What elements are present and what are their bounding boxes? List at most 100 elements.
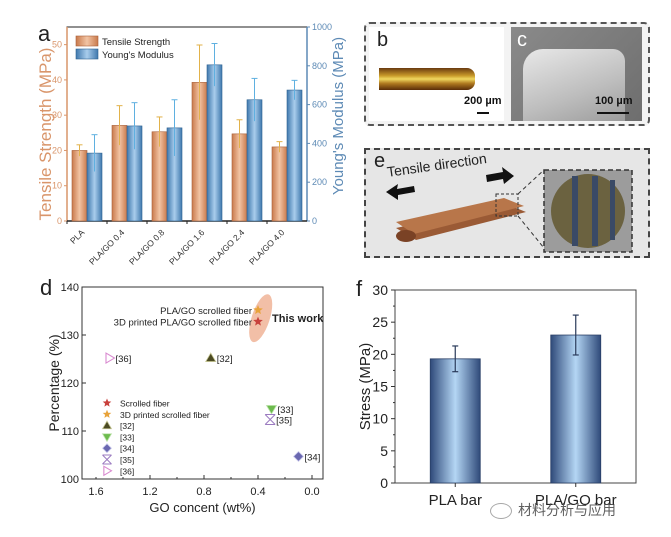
fiber-image — [379, 68, 475, 90]
legend-marker — [102, 409, 112, 418]
panel-label-d: d — [40, 275, 52, 300]
tensile-modulus-chart: a 0 10 20 30 40 50 0 200 400 600 800 1000 Tensile St… — [36, 21, 347, 267]
data-point — [105, 352, 116, 365]
y2-tick-label: 200 — [312, 177, 327, 187]
x-tick-label: 0.4 — [250, 486, 265, 498]
sem-image-c: c 100 µm — [511, 27, 642, 121]
arrow-right-icon — [486, 167, 514, 184]
y-tick-label: 120 — [61, 378, 79, 390]
point-label: [32] — [217, 354, 233, 365]
panel-label-e: e — [374, 150, 386, 172]
panel-label-c: c — [517, 29, 527, 51]
y-axis-label: Stress (MPa) — [357, 343, 374, 431]
y-tick-label: 20 — [372, 346, 388, 362]
y2-tick-label: 0 — [312, 216, 317, 226]
x-tick-label: PLA/GO bar — [535, 492, 617, 509]
scale-bar-b: 200 µm — [464, 95, 502, 107]
data-point — [205, 352, 217, 362]
x-tick-label: 0.8 — [196, 486, 211, 498]
bar — [550, 334, 602, 484]
fiber-bundle — [396, 198, 526, 242]
data-point — [264, 413, 276, 425]
legend-label: [35] — [120, 455, 134, 465]
x-tick-label: 0.0 — [304, 486, 319, 498]
zoom-region — [495, 193, 519, 217]
point-label: [35] — [276, 415, 292, 426]
cross-marker-path — [102, 454, 112, 465]
y-tick-label: 25 — [372, 314, 388, 330]
x-tick-label: 1.2 — [142, 486, 157, 498]
x-tick-label: PLA/GO 1.6 — [167, 227, 207, 267]
x-tick-label: PLA — [68, 227, 87, 246]
y-tick-label: 110 — [61, 426, 79, 438]
y-tick-label: 10 — [372, 411, 388, 427]
legend-label: Scrolled fiber — [120, 399, 170, 409]
legend-label: Young's Modulus — [102, 50, 174, 61]
y-tick-label: 130 — [61, 330, 79, 342]
y-tick-label: 30 — [52, 110, 62, 120]
legend-marker — [102, 398, 112, 407]
panel-label-a: a — [38, 21, 51, 46]
panel-label-b: b — [377, 29, 389, 51]
bar — [429, 358, 481, 484]
bar-modulus — [206, 64, 223, 222]
y2-axis-label: Young's Modulus (MPa) — [330, 37, 347, 195]
optical-image-b: b 200 µm — [369, 27, 504, 121]
cross-section-image — [551, 174, 625, 248]
annotation-this-work: This work — [272, 313, 324, 325]
schematic-box: e Tensile direction — [364, 148, 650, 258]
fiber-sem — [523, 49, 625, 121]
bar-modulus — [286, 89, 303, 222]
legend-label: Tensile Strength — [102, 37, 170, 48]
legend-label: [32] — [120, 421, 134, 431]
legend-swatch — [75, 35, 99, 47]
legend-marker — [101, 433, 113, 443]
x-tick-label: PLA bar — [429, 492, 482, 509]
arrow-left-icon — [386, 184, 415, 200]
stress-bar-chart: f 0 5 10 15 20 25 30 Stress (MPa) PLA bar PLA/GO … — [356, 276, 637, 509]
x-tick-label: PLA/GO 2.4 — [207, 227, 247, 267]
x-tick-label: PLA/GO 4.0 — [247, 227, 287, 267]
scale-line-b — [477, 112, 489, 114]
x-axis-label: GO concent (wt%) — [149, 500, 255, 515]
y-tick-label: 15 — [372, 379, 388, 395]
y2-tick-label: 1000 — [312, 22, 332, 32]
legend-label: [34] — [120, 444, 134, 454]
legend-label: 3D printed scrolled fiber — [120, 410, 210, 420]
go-content-scatter: d 100 110 120 130 140 1.6 1.2 0.8 0.4 0.0 GO conce… — [40, 275, 324, 515]
y-tick-label: 30 — [372, 282, 388, 298]
scale-bar-c: 100 µm — [595, 95, 633, 107]
y2-tick-label: 400 — [312, 138, 327, 148]
y2-tick-label: 800 — [312, 61, 327, 71]
y2-tick-label: 600 — [312, 100, 327, 110]
bar-tensile — [271, 146, 288, 222]
y-tick-label: 20 — [52, 145, 62, 155]
scale-line-c — [597, 112, 629, 114]
y-tick-label: 100 — [61, 474, 79, 486]
y-tick-label: 0 — [380, 475, 388, 491]
y-axis-label: Tensile Strength (MPa) — [36, 48, 55, 221]
highlight-ellipse — [249, 294, 273, 343]
y-tick-label: 50 — [52, 40, 62, 50]
y-tick-label: 140 — [61, 282, 79, 294]
y-tick-label: 5 — [380, 443, 388, 459]
legend-label: [36] — [120, 466, 134, 476]
schematic-drawing — [386, 167, 633, 253]
data-point — [253, 305, 263, 315]
data-point — [265, 405, 278, 415]
y-tick-label: 40 — [52, 75, 62, 85]
y-tick-label: 0 — [57, 216, 62, 226]
point-label: [34] — [305, 452, 321, 463]
watermark: 材料分析与应用 — [490, 500, 616, 520]
point-label: 3D printed PLA/GO scrolled fiber — [114, 318, 252, 329]
bar-tensile — [71, 150, 88, 222]
point-label: PLA/GO scrolled fiber — [160, 306, 252, 317]
point-label: [36] — [116, 354, 132, 365]
panel-label-f: f — [356, 276, 363, 301]
legend-marker — [102, 454, 112, 465]
y-axis-label: Percentage (%) — [46, 334, 62, 431]
data-point — [253, 316, 263, 326]
cross-marker-path — [264, 413, 276, 425]
legend-swatch — [75, 48, 99, 60]
legend-marker — [101, 420, 113, 430]
